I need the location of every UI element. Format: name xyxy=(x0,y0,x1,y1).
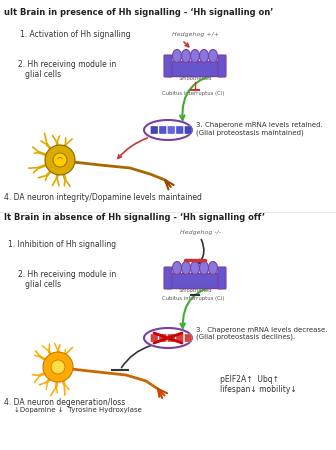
Ellipse shape xyxy=(209,50,217,63)
FancyBboxPatch shape xyxy=(151,334,158,342)
Text: 2. Hh receiving module in
   glial cells: 2. Hh receiving module in glial cells xyxy=(18,60,116,79)
Text: 4. DA neuron integrity/Dopamine levels maintained: 4. DA neuron integrity/Dopamine levels m… xyxy=(4,193,202,202)
Ellipse shape xyxy=(200,261,209,274)
FancyBboxPatch shape xyxy=(184,126,192,134)
Circle shape xyxy=(43,352,73,382)
Text: pEIF2A↑  Ubq↑
lifespan↓ mobility↓: pEIF2A↑ Ubq↑ lifespan↓ mobility↓ xyxy=(220,375,297,394)
Circle shape xyxy=(53,153,67,167)
Text: Hedgehog +/+: Hedgehog +/+ xyxy=(171,32,218,37)
FancyBboxPatch shape xyxy=(168,62,222,76)
Ellipse shape xyxy=(209,261,217,274)
FancyBboxPatch shape xyxy=(218,267,226,289)
Text: 4. DA neuron degeneration/loss: 4. DA neuron degeneration/loss xyxy=(4,398,125,407)
Text: 3.  Chaperone mRNA levels decrease.
(Glial proteostasis declines).: 3. Chaperone mRNA levels decrease. (Glia… xyxy=(196,327,328,341)
FancyBboxPatch shape xyxy=(168,126,175,134)
FancyBboxPatch shape xyxy=(164,267,172,289)
Ellipse shape xyxy=(172,50,181,63)
Text: ↓Dopamine ↓  Tyrosine Hydroxylase: ↓Dopamine ↓ Tyrosine Hydroxylase xyxy=(14,407,142,413)
Ellipse shape xyxy=(181,50,191,63)
Ellipse shape xyxy=(181,261,191,274)
Text: 3. Chaperone mRNA levels retained.
(Glial proteostasis maintained): 3. Chaperone mRNA levels retained. (Glia… xyxy=(196,122,323,135)
FancyBboxPatch shape xyxy=(176,334,183,342)
FancyBboxPatch shape xyxy=(159,334,167,342)
FancyBboxPatch shape xyxy=(168,274,222,288)
Ellipse shape xyxy=(144,120,192,140)
FancyBboxPatch shape xyxy=(168,334,175,342)
Text: lt Brain in absence of Hh signalling - ‘Hh signalling off’: lt Brain in absence of Hh signalling - ‘… xyxy=(4,213,265,222)
FancyBboxPatch shape xyxy=(159,126,167,134)
Text: 1. Inhibition of Hh signalling: 1. Inhibition of Hh signalling xyxy=(8,240,116,249)
Ellipse shape xyxy=(191,50,200,63)
Text: Hedgehog -/-: Hedgehog -/- xyxy=(179,230,220,235)
Circle shape xyxy=(45,145,75,175)
Text: ult Brain in presence of Hh signalling - ‘Hh signalling on’: ult Brain in presence of Hh signalling -… xyxy=(4,8,274,17)
Ellipse shape xyxy=(200,50,209,63)
Text: Cubitus interruptus (Ci): Cubitus interruptus (Ci) xyxy=(162,91,224,96)
Text: Cubitus interruptus (Ci): Cubitus interruptus (Ci) xyxy=(162,296,224,301)
Text: Smoothened: Smoothened xyxy=(178,76,212,81)
Text: 2. Hh receiving module in
   glial cells: 2. Hh receiving module in glial cells xyxy=(18,270,116,289)
Ellipse shape xyxy=(172,261,181,274)
FancyBboxPatch shape xyxy=(176,126,183,134)
Text: Smoothened: Smoothened xyxy=(178,288,212,293)
Circle shape xyxy=(51,360,65,374)
FancyBboxPatch shape xyxy=(218,55,226,77)
FancyBboxPatch shape xyxy=(164,55,172,77)
Ellipse shape xyxy=(144,328,192,348)
Text: 1. Activation of Hh signalling: 1. Activation of Hh signalling xyxy=(20,30,131,39)
FancyBboxPatch shape xyxy=(151,126,158,134)
FancyBboxPatch shape xyxy=(184,334,192,342)
Ellipse shape xyxy=(191,261,200,274)
